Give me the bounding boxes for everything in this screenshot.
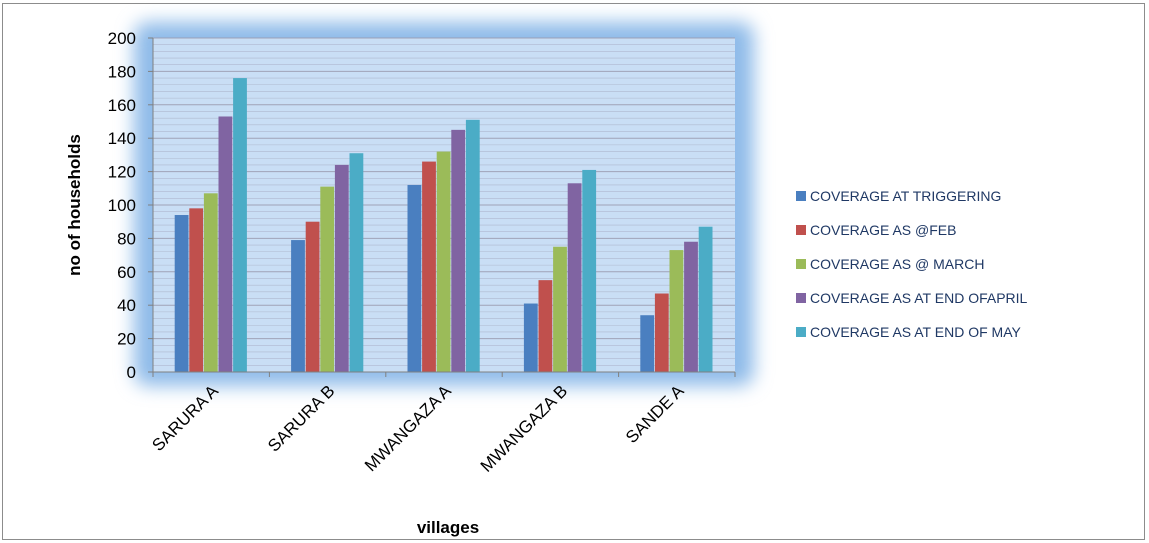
legend-label: COVERAGE AT TRIGGERING — [810, 188, 1001, 204]
bar-4-4 — [567, 183, 582, 372]
legend: COVERAGE AT TRIGGERING COVERAGE AS @FEB CO… — [796, 188, 1028, 340]
bar-5-4 — [582, 169, 597, 372]
bar-4-2 — [334, 164, 349, 372]
bar-3-5 — [669, 250, 684, 372]
x-tick-label: SARURA B — [264, 381, 338, 455]
x-tick-label: MWANGAZA A — [361, 381, 455, 475]
legend-label: COVERAGE AS AT END OFAPRIL — [810, 290, 1028, 306]
x-tick-label: MWANGAZA B — [477, 381, 571, 475]
legend-swatch — [796, 225, 806, 235]
bar-5-2 — [349, 153, 364, 372]
y-tick-label: 60 — [117, 263, 136, 282]
bar-2-3 — [422, 161, 436, 372]
y-tick-label: 100 — [108, 196, 136, 215]
y-tick-label: 20 — [117, 330, 136, 349]
legend-swatch — [796, 327, 806, 337]
bar-4-1 — [218, 116, 233, 373]
y-tick-label: 120 — [108, 163, 136, 182]
y-tick-label: 40 — [117, 296, 136, 315]
bar-3-4 — [553, 246, 567, 372]
bar-2-1 — [189, 208, 204, 372]
bar-2-4 — [538, 280, 553, 372]
bar-4-5 — [684, 241, 698, 372]
x-axis-label: villages — [417, 518, 479, 537]
y-tick-label: 160 — [108, 96, 136, 115]
y-tick-label: 180 — [108, 62, 136, 81]
bar-5-1 — [233, 78, 247, 372]
bar-1-5 — [640, 315, 655, 372]
bar-3-3 — [436, 151, 451, 372]
y-tick-label: 80 — [117, 229, 136, 248]
legend-swatch — [796, 191, 806, 201]
legend-label: COVERAGE AS @ MARCH — [810, 256, 984, 272]
x-tick-label: SARURA A — [148, 381, 222, 455]
y-axis-ticks: 0 20 40 60 80 100 120 140 160 180 200 — [108, 29, 153, 382]
bar-5-5 — [698, 226, 713, 372]
bar-1-1 — [174, 215, 189, 372]
bar-5-3 — [465, 119, 480, 372]
x-axis-ticks: SARURA A SARURA B MWANGAZA A MWANGAZA B SAND… — [148, 372, 736, 476]
legend-label: COVERAGE AS @FEB — [810, 222, 956, 238]
y-axis-label: no of households — [65, 134, 84, 276]
x-tick-label: SANDE A — [622, 381, 688, 447]
bars — [174, 78, 713, 373]
y-tick-label: 200 — [108, 29, 136, 48]
legend-swatch — [796, 293, 806, 303]
bar-4-3 — [451, 129, 466, 372]
bar-3-1 — [203, 193, 218, 372]
bar-2-2 — [305, 221, 320, 372]
y-tick-label: 0 — [127, 363, 136, 382]
legend-label: COVERAGE AS AT END OF MAY — [810, 324, 1021, 340]
bar-2-5 — [654, 293, 669, 372]
bar-3-2 — [320, 186, 335, 372]
bar-1-2 — [291, 240, 305, 372]
legend-swatch — [796, 259, 806, 269]
y-tick-label: 140 — [108, 129, 136, 148]
bar-1-4 — [523, 303, 538, 372]
bar-1-3 — [407, 184, 422, 372]
